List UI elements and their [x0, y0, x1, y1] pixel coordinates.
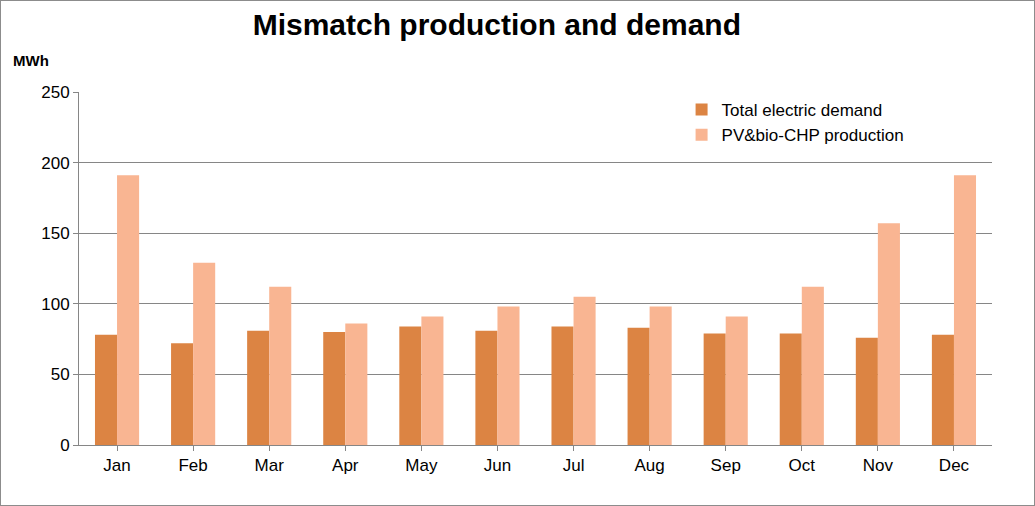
- svg-text:Mismatch production and demand: Mismatch production and demand: [253, 8, 741, 41]
- svg-text:Jun: Jun: [484, 456, 511, 475]
- svg-text:Dec: Dec: [939, 456, 970, 475]
- svg-text:Nov: Nov: [863, 456, 894, 475]
- svg-text:Mar: Mar: [255, 456, 285, 475]
- svg-text:Oct: Oct: [789, 456, 816, 475]
- svg-text:250: 250: [41, 83, 69, 102]
- svg-text:MWh: MWh: [13, 52, 49, 69]
- svg-text:Feb: Feb: [178, 456, 207, 475]
- svg-text:Jan: Jan: [103, 456, 130, 475]
- svg-text:50: 50: [51, 365, 70, 384]
- svg-text:200: 200: [41, 154, 69, 173]
- svg-text:Aug: Aug: [634, 456, 664, 475]
- svg-text:Sep: Sep: [711, 456, 741, 475]
- svg-text:150: 150: [41, 224, 69, 243]
- svg-text:Total electric demand: Total electric demand: [722, 101, 883, 120]
- svg-text:May: May: [405, 456, 438, 475]
- svg-text:PV&bio-CHP production: PV&bio-CHP production: [722, 126, 904, 145]
- svg-text:100: 100: [41, 295, 69, 314]
- svg-text:0: 0: [60, 436, 69, 455]
- svg-text:Jul: Jul: [563, 456, 585, 475]
- svg-text:Apr: Apr: [332, 456, 359, 475]
